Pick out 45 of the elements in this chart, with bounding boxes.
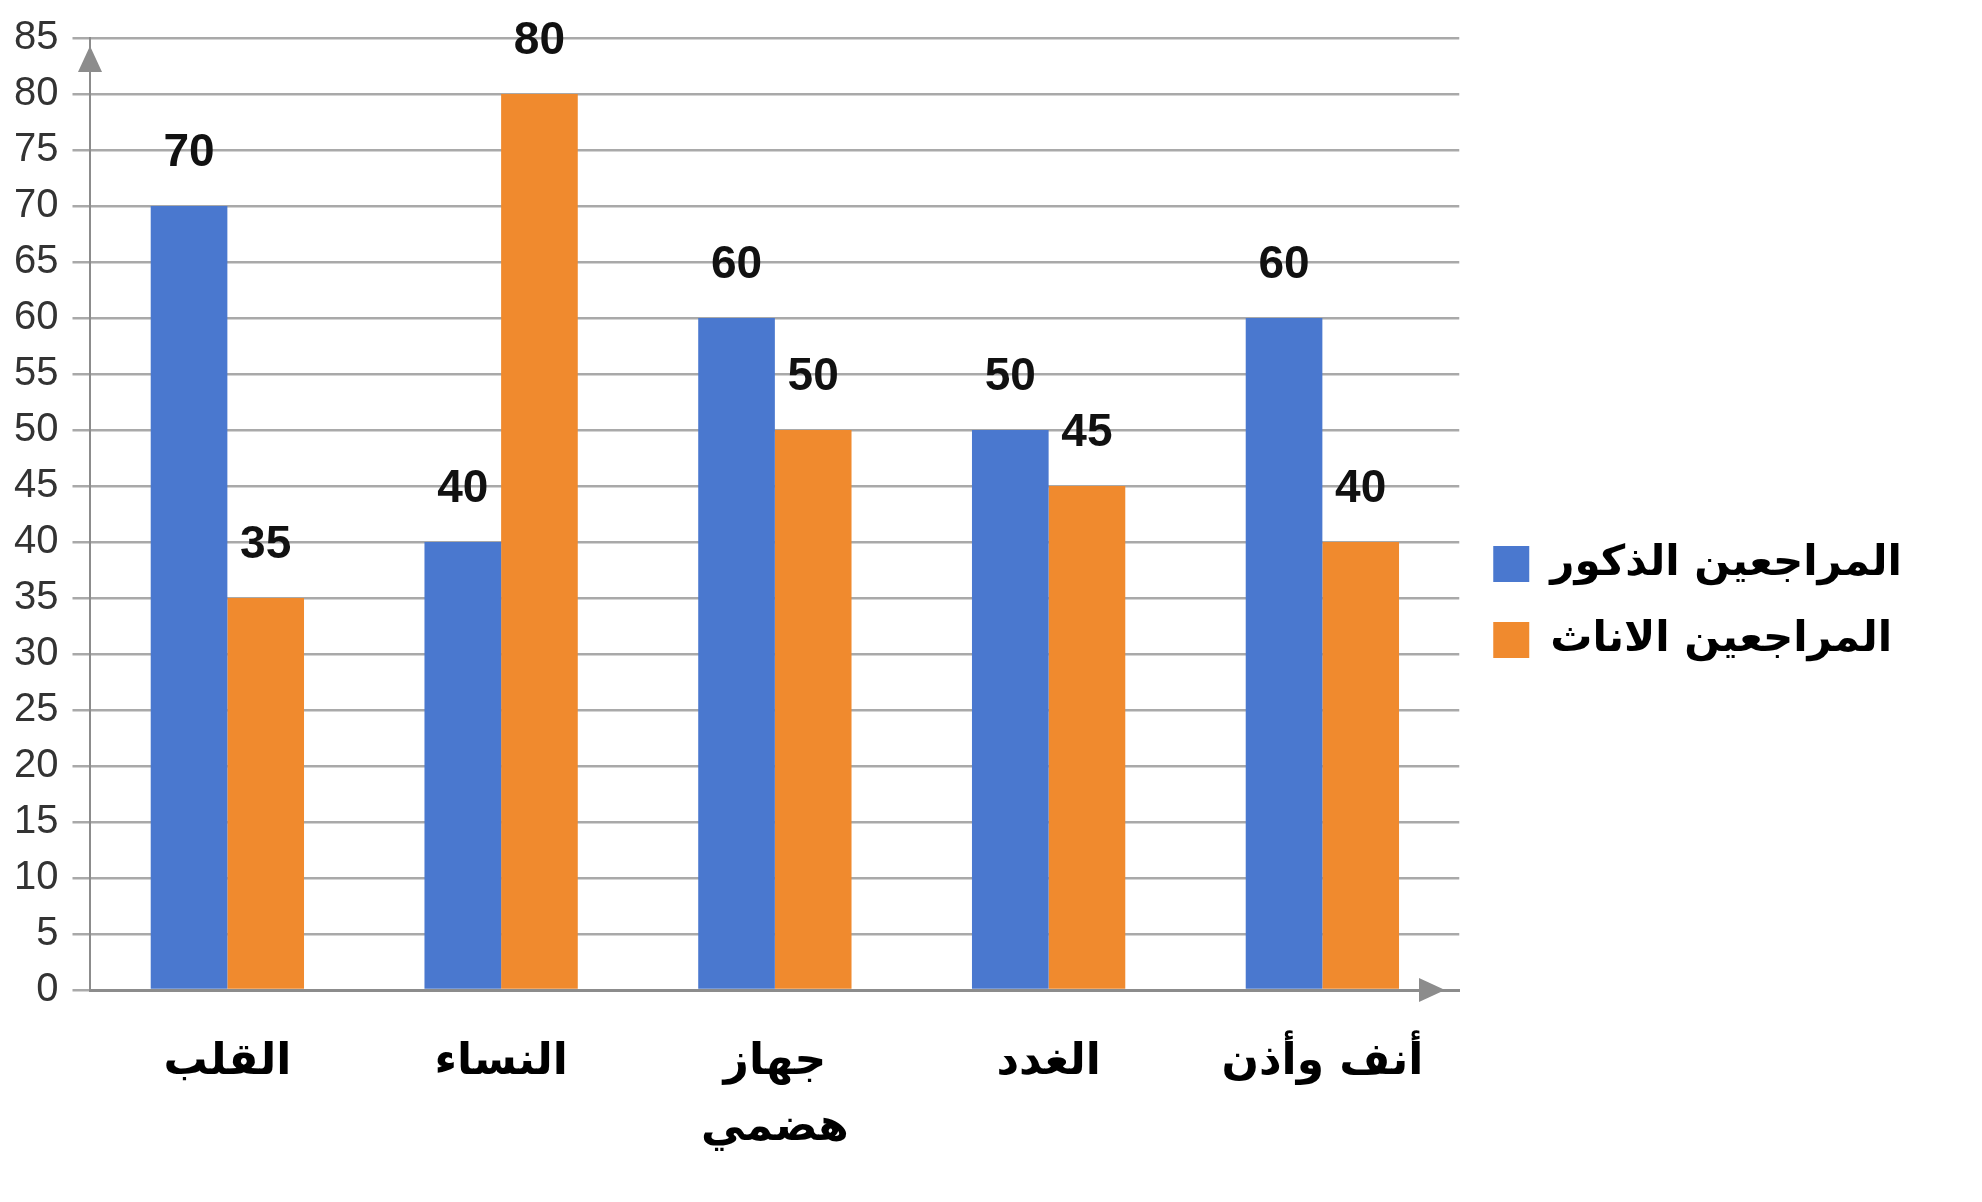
legend-label: المراجعين الاناث: [1550, 611, 1893, 662]
y-tick-label: 85: [13, 13, 59, 58]
data-label: 60: [1258, 236, 1310, 288]
y-tick-label: 20: [13, 741, 59, 786]
data-label: 45: [1061, 404, 1113, 456]
data-label: 70: [163, 124, 215, 176]
y-tick-label: 5: [36, 909, 59, 954]
bar: [774, 430, 852, 989]
y-tick-label: 15: [13, 797, 59, 842]
data-label: 60: [710, 236, 763, 288]
y-tick-label: 45: [13, 461, 59, 506]
y-tick-label: 75: [13, 125, 59, 170]
bar: [1245, 318, 1323, 989]
y-tick-label: 30: [13, 629, 59, 674]
bar: [1048, 486, 1126, 989]
legend-label: المراجعين الذكور: [1548, 535, 1902, 586]
data-label: 50: [787, 348, 839, 400]
bar: [227, 598, 305, 989]
x-tick-label: الغدد: [996, 1033, 1101, 1085]
bar: [501, 94, 578, 989]
data-label: 40: [1335, 460, 1387, 512]
data-label: 35: [240, 516, 292, 568]
bar: [150, 206, 228, 989]
data-label: 50: [984, 348, 1036, 400]
bar: [971, 430, 1049, 989]
y-tick-label: 10: [13, 853, 59, 898]
y-tick-label: 50: [13, 405, 59, 450]
bar: [1322, 542, 1400, 989]
bar: [698, 318, 775, 989]
x-tick-label: جهاز هضمي: [700, 1033, 849, 1152]
x-tick-label: القلب: [163, 1033, 292, 1085]
y-tick-label: 65: [13, 237, 59, 282]
bar: [424, 542, 502, 989]
x-tick-label: النساء: [434, 1033, 568, 1085]
y-tick-label: 0: [36, 965, 59, 1010]
y-tick-label: 25: [13, 685, 59, 730]
y-tick-label: 60: [13, 293, 59, 338]
y-tick-label: 70: [13, 181, 59, 226]
data-label: 80: [513, 12, 566, 64]
x-tick-label: أنف وأذن: [1221, 1030, 1424, 1086]
y-tick-label: 80: [13, 69, 59, 114]
y-tick-label: 40: [13, 517, 59, 562]
data-label: 40: [437, 460, 489, 512]
y-tick-label: 35: [13, 573, 59, 618]
y-tick-label: 55: [13, 349, 59, 394]
